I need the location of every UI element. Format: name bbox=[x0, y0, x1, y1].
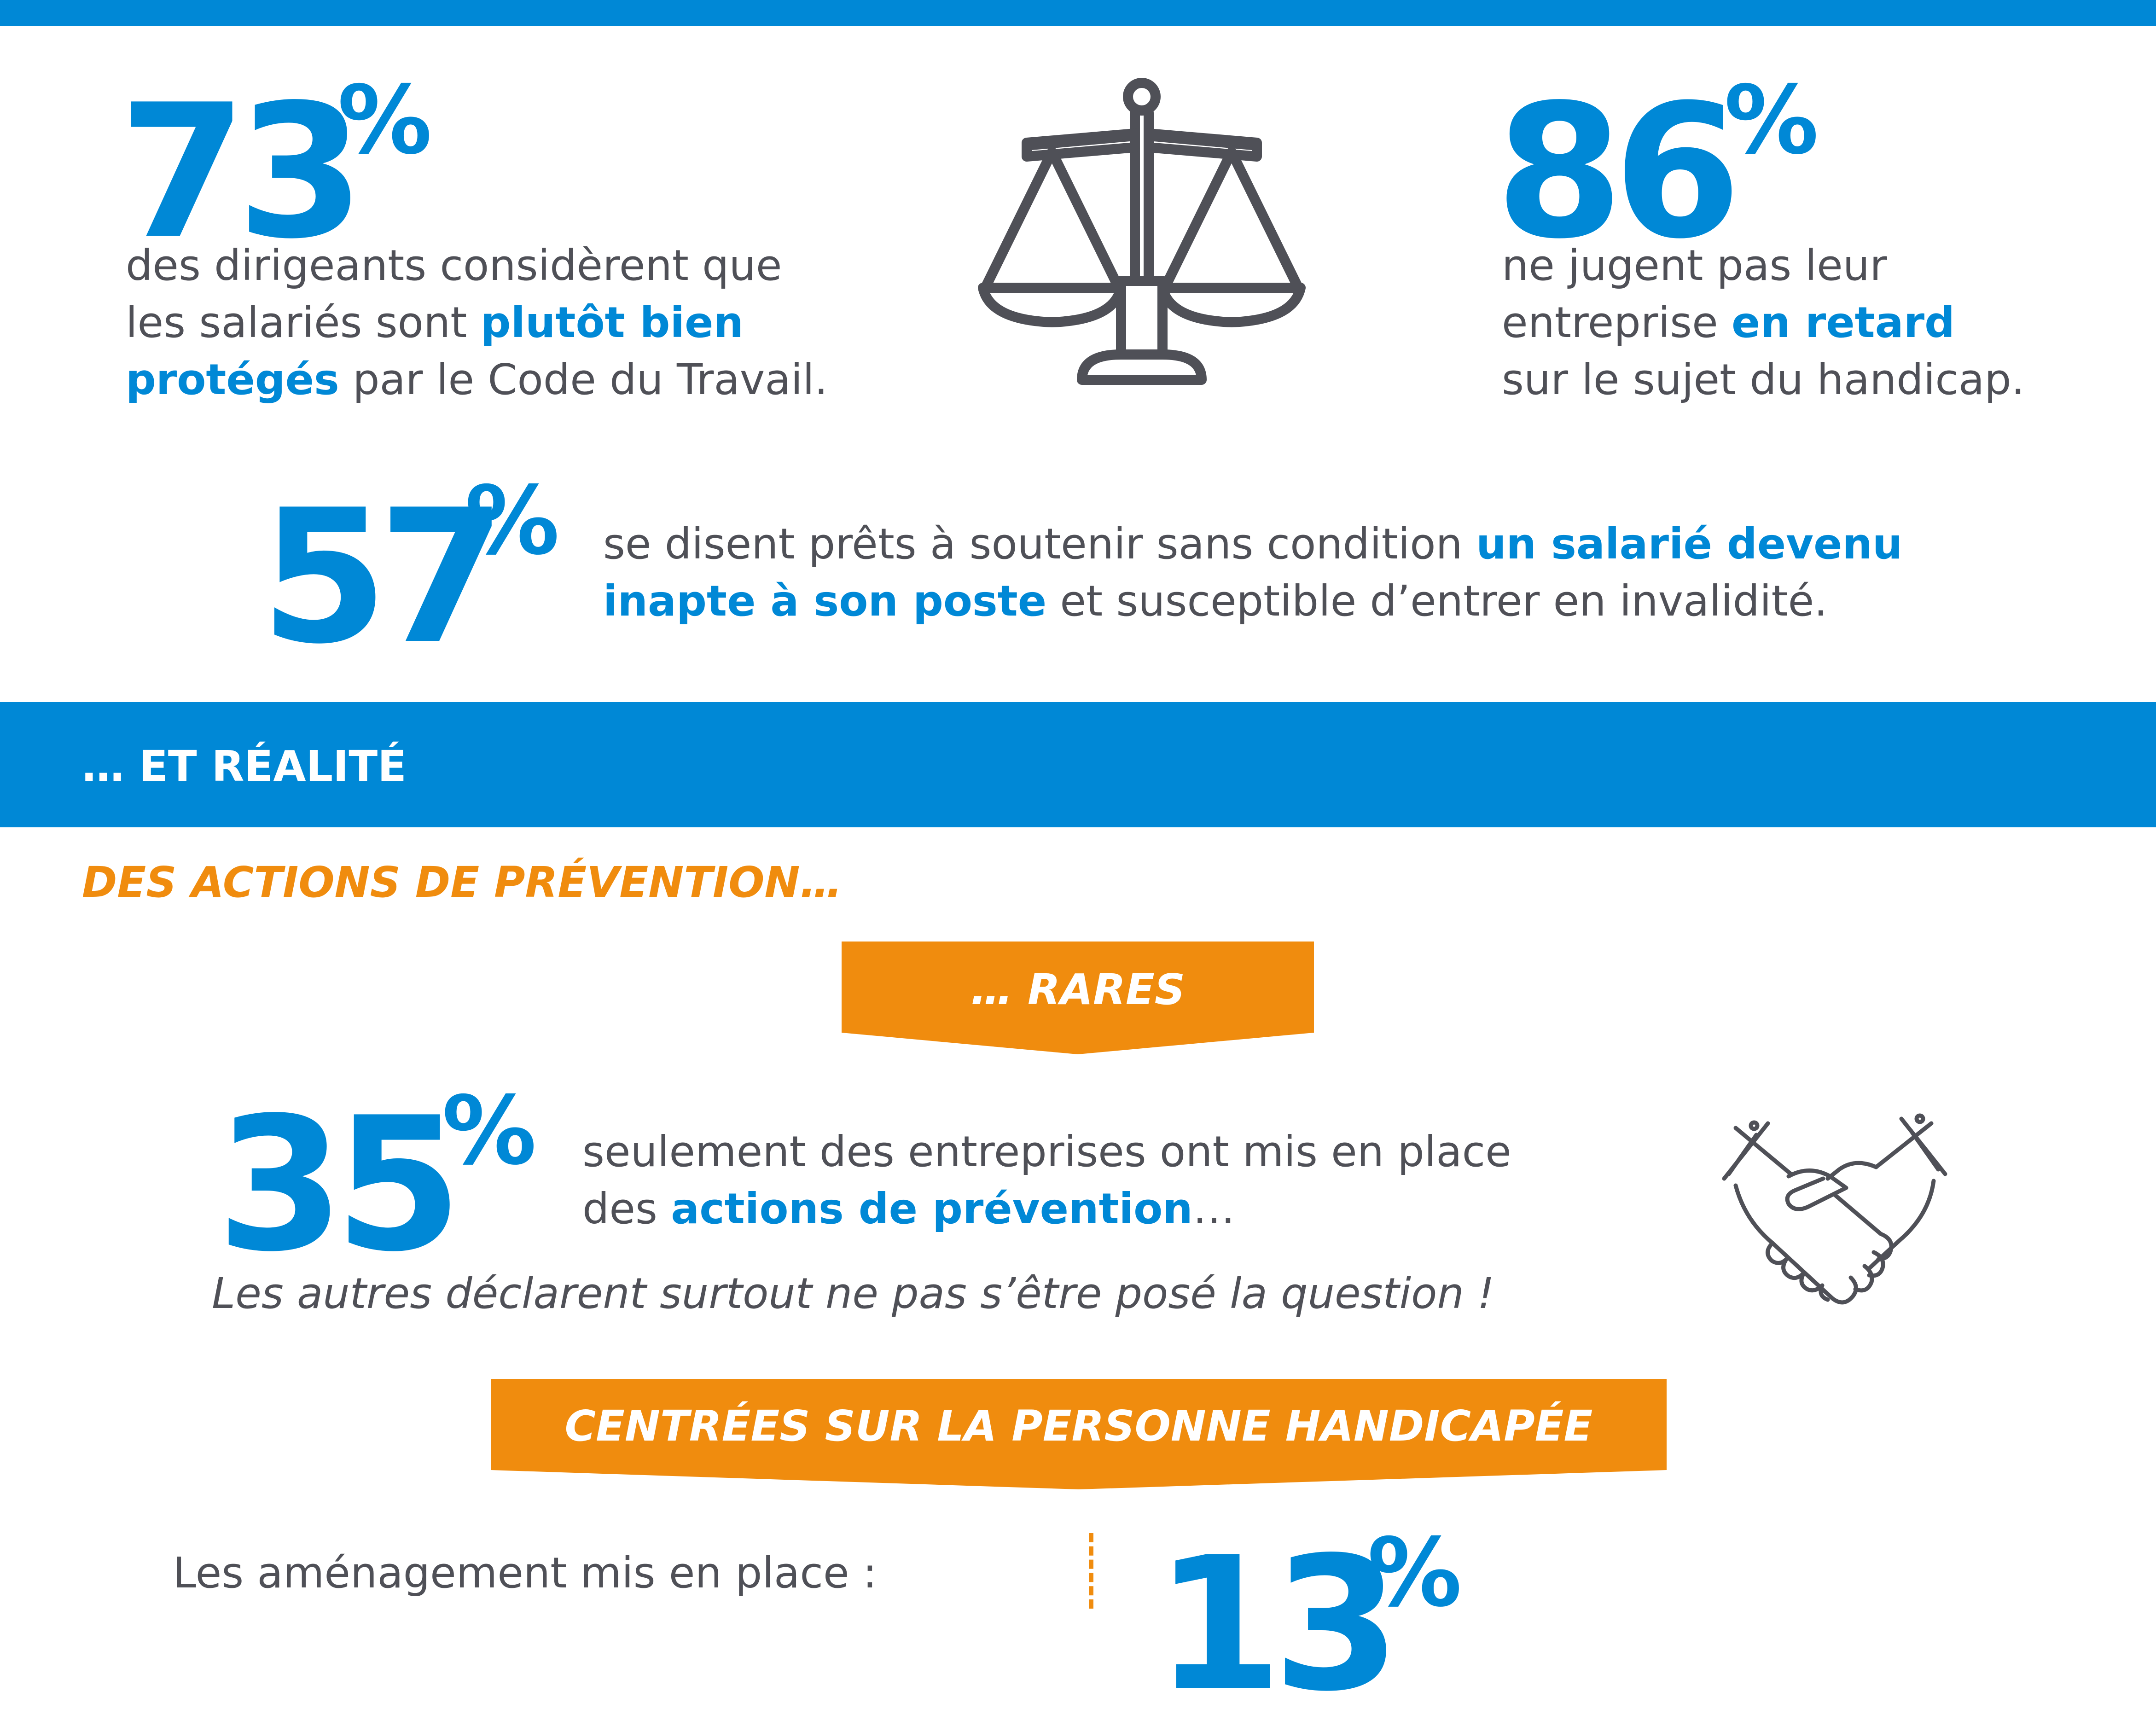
stat-73-line1: des dirigeants considèrent que bbox=[126, 241, 782, 290]
stat-57-emphasis-2: inapte à son poste bbox=[603, 576, 1047, 626]
stat-57-emphasis-1: un salarié devenu bbox=[1476, 519, 1903, 569]
stat-86-text: ne jugent pas leur entreprise en retard … bbox=[1502, 237, 2025, 408]
stat-35-line1: seulement des entreprises ont mis en pla… bbox=[582, 1127, 1511, 1176]
centrees-banner-shape bbox=[491, 1379, 1667, 1489]
stat-73-percent: % bbox=[337, 66, 432, 175]
stat-35-line2-post: … bbox=[1192, 1184, 1235, 1233]
section-band: … ET RÉALITÉ bbox=[0, 702, 2156, 827]
stat-73-text: des dirigeants considèrent que les salar… bbox=[126, 237, 828, 408]
stat-86-number: 86 bbox=[1495, 65, 1742, 279]
stat-57-text: se disent prêts à soutenir sans conditio… bbox=[603, 516, 1903, 630]
stat-57-number: 57 bbox=[260, 471, 506, 685]
section-title: … ET RÉALITÉ bbox=[82, 742, 407, 791]
stat-57-line1-pre: se disent prêts à soutenir sans conditio… bbox=[603, 519, 1476, 569]
stat-57-line1: se disent prêts à soutenir sans conditio… bbox=[603, 516, 1903, 573]
stat-35-line2-pre: des bbox=[582, 1184, 671, 1233]
stat-73-emphasis-1: plutôt bien bbox=[480, 298, 744, 347]
stat-35-note: Les autres déclarent surtout ne pas s’êt… bbox=[212, 1269, 1494, 1318]
stat-86-line2: entreprise en retard bbox=[1502, 294, 2025, 351]
stat-35-emphasis: actions de prévention bbox=[671, 1184, 1193, 1233]
rares-banner: … RARES bbox=[970, 965, 1186, 1014]
rares-banner-shape bbox=[842, 942, 1314, 1054]
stat-86-percent: % bbox=[1724, 66, 1819, 175]
balance-scale-icon bbox=[978, 78, 1306, 385]
stat-35-percent: % bbox=[442, 1076, 537, 1186]
stat-73-line3-post: par le Code du Travail. bbox=[339, 355, 828, 404]
stat-57-line2-post: et susceptible d’entrer en invalidité. bbox=[1046, 576, 1828, 626]
stat-35-number: 35 bbox=[216, 1078, 463, 1292]
stat-57-line2: inapte à son poste et susceptible d’entr… bbox=[603, 573, 1903, 630]
stat-35-line2: des actions de prévention… bbox=[582, 1180, 1511, 1238]
amenagement-divider bbox=[1089, 1533, 1093, 1609]
centrees-banner: CENTRÉES SUR LA PERSONNE HANDICAPÉE bbox=[564, 1401, 1593, 1451]
stat-86-line3: sur le sujet du handicap. bbox=[1502, 355, 2025, 404]
amenagement-number: 13 bbox=[1155, 1518, 1401, 1732]
top-band bbox=[0, 0, 2156, 26]
stat-73-emphasis-2: protégés bbox=[126, 355, 339, 404]
stat-86-line1: ne jugent pas leur bbox=[1502, 241, 1887, 290]
amenagement-percent: % bbox=[1367, 1518, 1462, 1628]
stat-73-number: 73 bbox=[119, 65, 365, 279]
stat-57-percent: % bbox=[465, 466, 560, 576]
prevention-heading: DES ACTIONS DE PRÉVENTION… bbox=[82, 858, 843, 907]
stat-73-line2-pre: les salariés sont bbox=[126, 298, 481, 347]
handshake-icon bbox=[1722, 1113, 1947, 1305]
stat-86-line2-pre: entreprise bbox=[1502, 298, 1732, 347]
stat-73-line3: protégés par le Code du Travail. bbox=[126, 351, 828, 408]
stat-35-text: seulement des entreprises ont mis en pla… bbox=[582, 1123, 1511, 1238]
amenagement-label: Les aménagement mis en place : bbox=[173, 1548, 877, 1598]
stat-73-line2: les salariés sont plutôt bien bbox=[126, 294, 828, 351]
stat-86-emphasis: en retard bbox=[1731, 298, 1955, 347]
